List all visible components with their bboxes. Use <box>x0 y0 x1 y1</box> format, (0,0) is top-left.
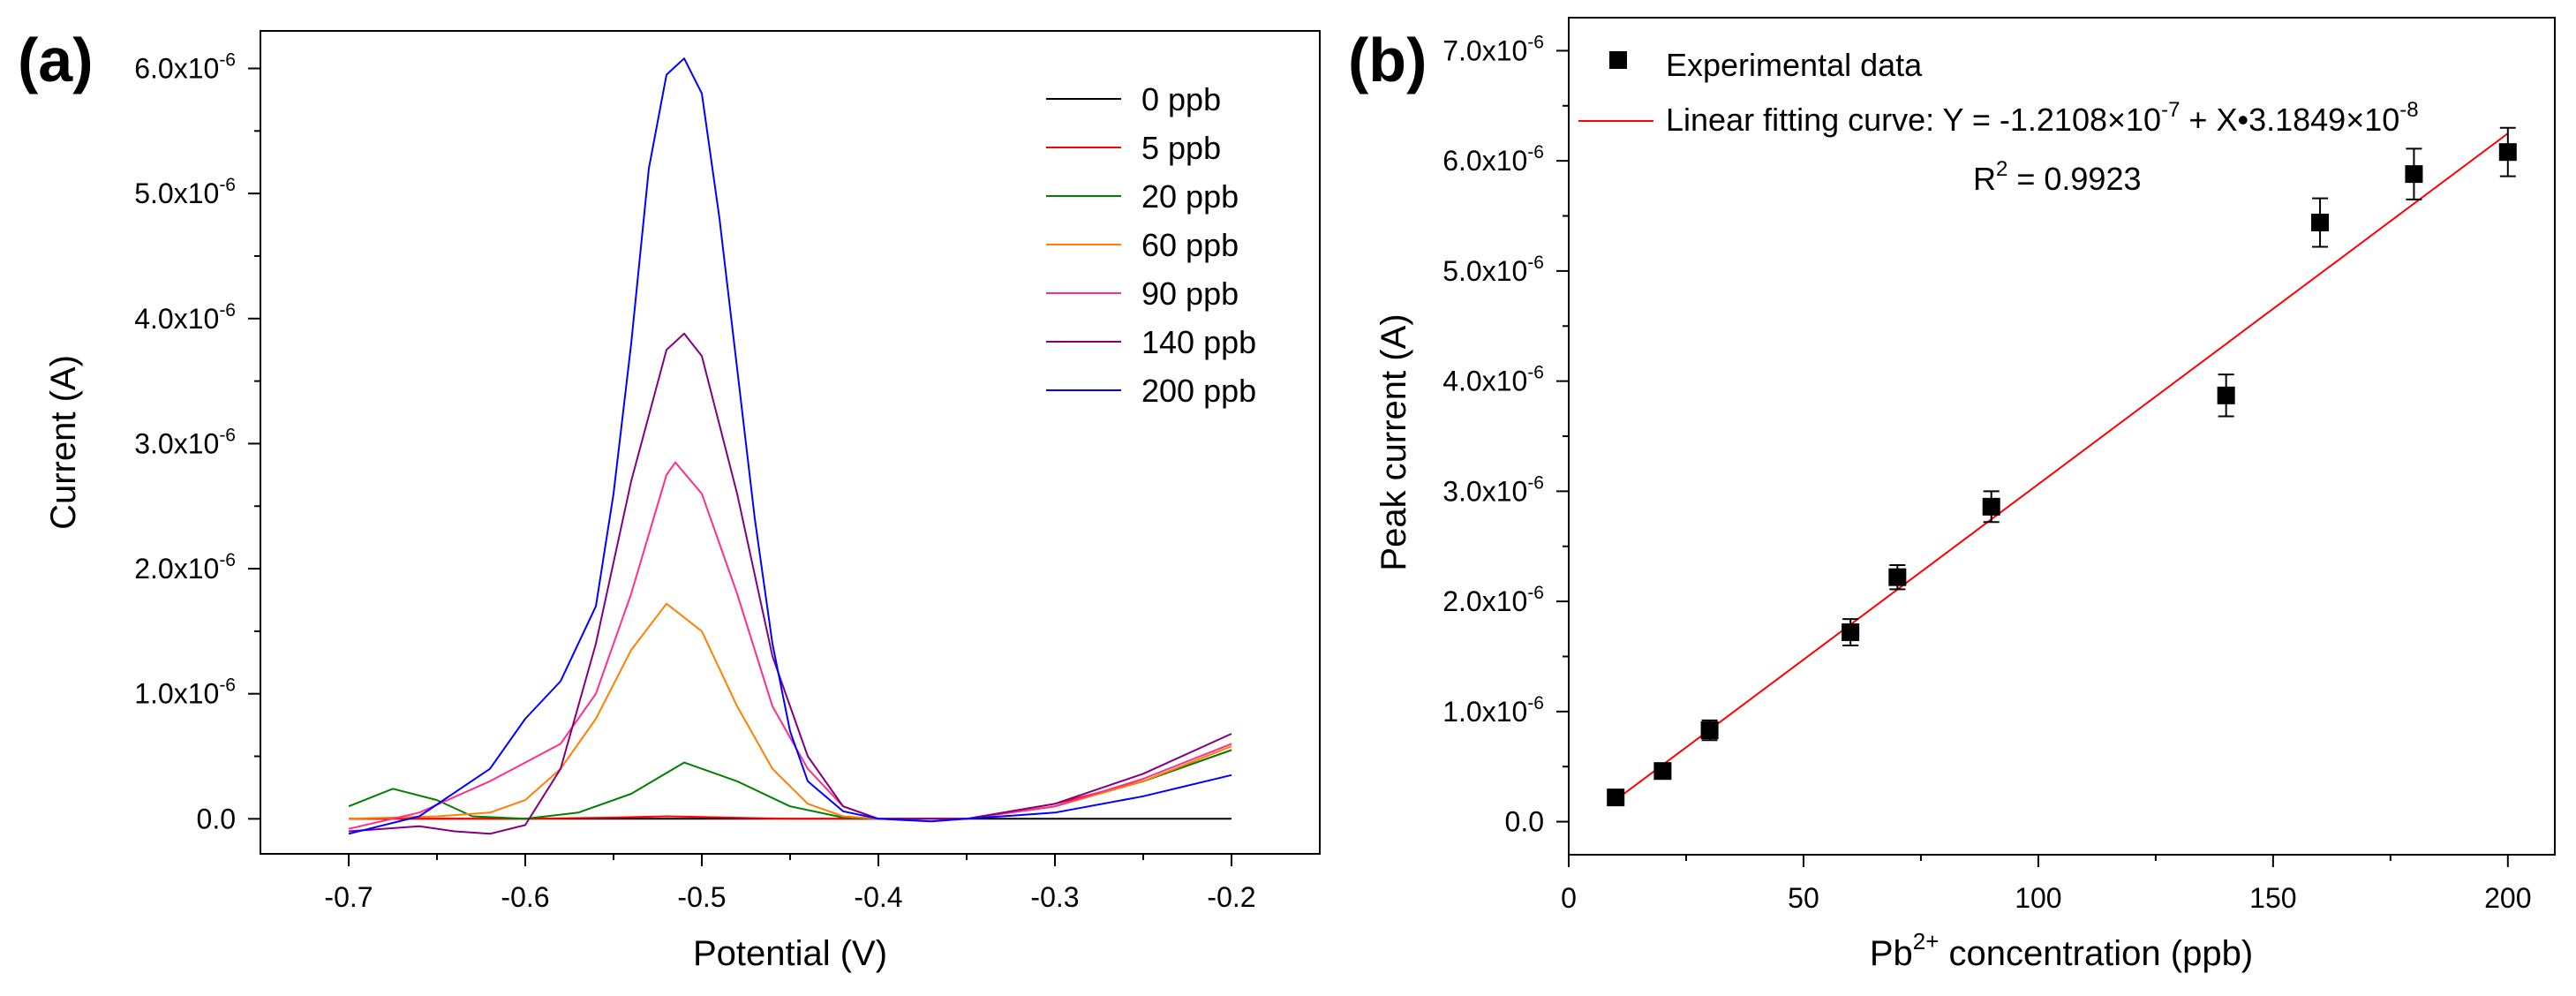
data-point-200 <box>2498 143 2517 162</box>
y-tick-label-a-3: 3.0x10-6 <box>134 425 236 459</box>
legend-label-140-ppb: 140 ppb <box>1141 324 1256 360</box>
r-squared-value: = 0.9923 <box>2007 161 2141 197</box>
series-group-b <box>1607 126 2517 807</box>
r-squared-sup: 2 <box>1996 157 2007 181</box>
x-tick-label-a-4: -0.3 <box>1030 881 1079 913</box>
y-tick-label-b-6: 6.0x10-6 <box>1442 142 1544 177</box>
fit-bullet: • <box>2237 102 2248 138</box>
x-tick-label-a-3: -0.4 <box>854 881 902 913</box>
legend-marker-experimental <box>1609 51 1627 69</box>
panel-a-line-chart: (a) -0.7 -0.6 -0.5 -0.4 -0.3 -0.2 0.0 1.0x10-6 2… <box>18 26 1321 973</box>
legend-label-90-ppb: 90 ppb <box>1141 275 1239 312</box>
y-tick-label-a-2: 2.0x10-6 <box>134 550 236 585</box>
x-tick-label-b-2: 100 <box>2015 882 2061 914</box>
x-axis-title-b-suffix: concentration (ppb) <box>1939 934 2253 973</box>
x-tick-label-b-1: 50 <box>1788 882 1819 914</box>
x-tick-label-a-1: -0.6 <box>501 881 549 913</box>
fit-times-2: × <box>2346 102 2364 138</box>
y-tick-label-b-3: 3.0x10-6 <box>1442 472 1544 507</box>
data-point-60 <box>1842 623 1860 642</box>
x-axis-title-a: Potential (V) <box>693 934 887 973</box>
legend-b: Experimental data Linear fitting curve: … <box>1578 47 2419 197</box>
panel-a-label: (a) <box>18 26 94 94</box>
y-tick-label-b-4: 4.0x10-6 <box>1442 363 1544 397</box>
x-tick-label-a-2: -0.5 <box>677 881 726 913</box>
fit-plus-x: + X <box>2180 102 2237 138</box>
x-tick-label-b-4: 200 <box>2484 882 2531 914</box>
fit-line <box>1615 132 2509 801</box>
y-tick-label-a-0: 0.0 <box>197 803 236 834</box>
data-point-70 <box>1888 568 1907 586</box>
x-axis-title-b-sup: 2+ <box>1913 928 1940 954</box>
y-tick-label-a-4: 4.0x10-6 <box>134 300 236 335</box>
legend-label-20-ppb: 20 ppb <box>1141 178 1239 215</box>
legend-label-5-ppb: 5 ppb <box>1141 130 1221 166</box>
legend-label-0-ppb: 0 ppb <box>1141 81 1221 117</box>
legend-label-200-ppb: 200 ppb <box>1141 373 1256 409</box>
r-squared: R2 = 0.9923 <box>1973 157 2142 197</box>
data-point-180 <box>2405 165 2423 184</box>
legend-a: 0 ppb 5 ppb 20 ppb 60 ppb 90 ppb 140 ppb 200 p… <box>1046 81 1256 409</box>
x-tick-label-b-0: 0 <box>1561 882 1577 914</box>
panel-b-scatter-chart: (b) 0 50 100 150 200 0.0 1.0x10-6 2.0x10-6 3.0x1… <box>1348 17 2556 973</box>
x-tick-label-b-3: 150 <box>2249 882 2296 914</box>
series-line-60-ppb <box>348 602 1232 820</box>
fit-ten-2: 10 <box>2364 102 2399 138</box>
fit-equation: Linear fitting curve: Y = -1.2108×10-7 +… <box>1666 98 2419 138</box>
fit-times-1: × <box>2107 102 2126 138</box>
data-point-160 <box>2311 214 2330 232</box>
series-line-200-ppb <box>348 57 1232 835</box>
y-tick-label-b-7: 7.0x10-6 <box>1442 32 1544 66</box>
data-point-10 <box>1607 788 1625 807</box>
series-line-140-ppb <box>348 332 1232 835</box>
ticks-group-a: -0.7 -0.6 -0.5 -0.4 -0.3 -0.2 0.0 1.0x10-6 2.0x1… <box>134 49 1255 913</box>
y-tick-label-b-1: 1.0x10-6 <box>1442 693 1544 728</box>
data-point-140 <box>2217 386 2235 404</box>
panel-b-label: (b) <box>1348 26 1427 94</box>
fit-exponent-2: -8 <box>2399 98 2418 122</box>
x-axis-title-b: Pb2+ concentration (ppb) <box>1870 928 2253 973</box>
series-group-a <box>348 57 1232 835</box>
x-tick-label-a-0: -0.7 <box>324 881 373 913</box>
fit-ten-1: 10 <box>2126 102 2161 138</box>
y-tick-label-a-1: 1.0x10-6 <box>134 675 236 710</box>
y-axis-title-b: Peak current (A) <box>1375 313 1413 570</box>
legend-label-60-ppb: 60 ppb <box>1141 227 1239 263</box>
y-axis-title-a: Current (A) <box>44 355 83 530</box>
fit-slope: 3.1849 <box>2248 102 2346 138</box>
data-point-30 <box>1700 721 1719 740</box>
y-tick-label-b-2: 2.0x10-6 <box>1442 583 1544 617</box>
x-tick-label-a-5: -0.2 <box>1207 881 1255 913</box>
fit-equation-prefix: Linear fitting curve: Y = -1.2108 <box>1666 102 2107 138</box>
data-point-90 <box>1982 497 2000 516</box>
y-tick-label-a-5: 5.0x10-6 <box>134 175 236 209</box>
x-axis-title-b-prefix: Pb <box>1870 934 1913 973</box>
y-tick-label-b-5: 5.0x10-6 <box>1442 253 1544 287</box>
r-squared-r: R <box>1973 161 1996 197</box>
y-tick-label-b-0: 0.0 <box>1505 806 1544 838</box>
ticks-group-b: 0 50 100 150 200 0.0 1.0x10-6 2.0x10-6 3.0x10-6 4… <box>1442 32 2531 914</box>
y-tick-label-a-6: 6.0x10-6 <box>134 49 236 84</box>
fit-exponent-1: -7 <box>2161 98 2180 122</box>
data-point-20 <box>1653 762 1672 781</box>
legend-label-experimental: Experimental data <box>1666 47 1923 83</box>
